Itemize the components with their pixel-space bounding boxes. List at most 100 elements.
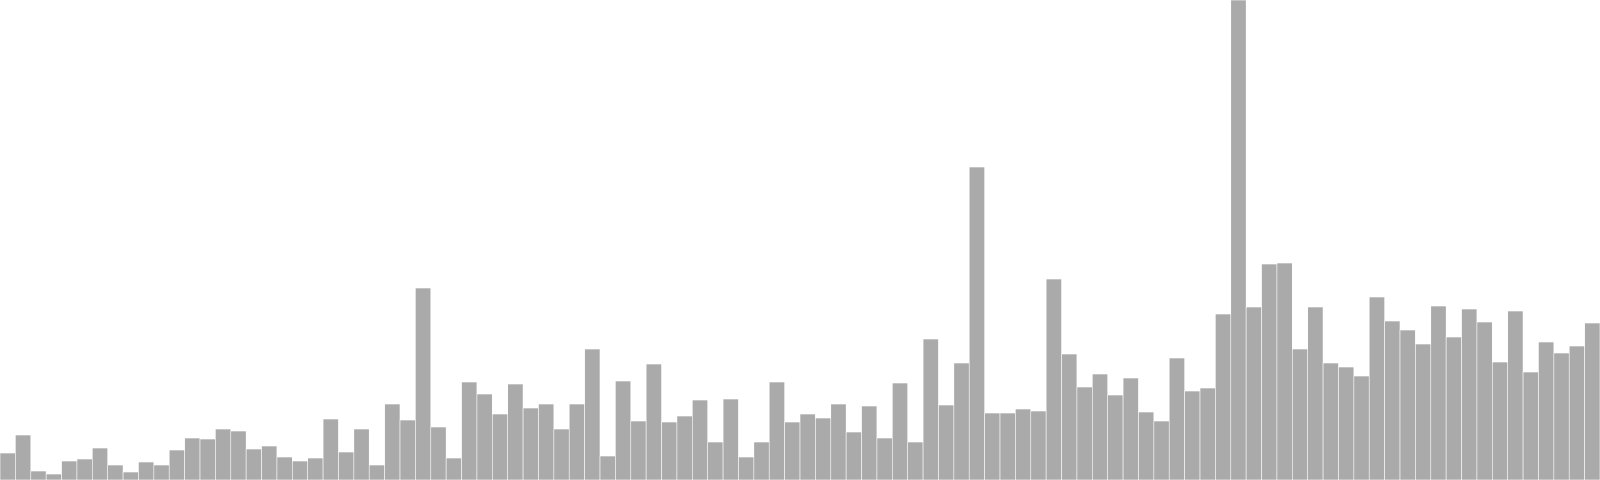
bar-86 — [1322, 362, 1339, 480]
bar-34 — [522, 407, 539, 480]
bar-44 — [676, 415, 693, 480]
bar-80 — [1230, 0, 1247, 480]
bar-94 — [1445, 336, 1462, 480]
bar-85 — [1307, 306, 1324, 480]
bar-54 — [830, 403, 847, 480]
bar-98 — [1507, 310, 1524, 480]
bar-63 — [968, 166, 985, 480]
bar-3 — [45, 473, 62, 480]
bar-61 — [938, 404, 955, 480]
bar-40 — [615, 380, 632, 480]
bar-76 — [1168, 357, 1185, 480]
bar-59 — [907, 441, 924, 480]
bar-37 — [568, 403, 585, 480]
bar-22 — [338, 451, 355, 480]
bar-42 — [645, 363, 662, 480]
bar-70 — [1076, 386, 1093, 480]
bar-21 — [322, 418, 339, 480]
bar-47 — [722, 398, 739, 480]
bar-30 — [461, 381, 478, 480]
bar-8 — [122, 471, 139, 480]
bar-17 — [261, 445, 278, 480]
bar-67 — [1030, 410, 1047, 480]
bar-32 — [492, 413, 508, 480]
bar-11 — [168, 449, 185, 480]
bar-15 — [230, 430, 247, 480]
bar-13 — [199, 438, 216, 480]
bar-77 — [1184, 390, 1201, 480]
bar-79 — [1215, 313, 1232, 480]
bar-60 — [922, 338, 939, 480]
bar-82 — [1261, 263, 1278, 480]
bar-100 — [1538, 341, 1555, 480]
bar-12 — [184, 437, 201, 480]
bar-93 — [1430, 305, 1447, 480]
bar-64 — [984, 412, 1001, 480]
bar-38 — [584, 348, 601, 480]
bar-95 — [1461, 308, 1478, 480]
bar-29 — [445, 457, 462, 480]
bar-57 — [876, 437, 893, 480]
bar-39 — [599, 455, 616, 480]
bar-81 — [1245, 306, 1262, 480]
bar-97 — [1492, 361, 1508, 480]
bar-71 — [1092, 373, 1108, 480]
bar-72 — [1107, 394, 1124, 480]
bar-51 — [784, 421, 801, 480]
bar-78 — [1199, 387, 1216, 480]
bar-58 — [892, 382, 908, 480]
bar-19 — [292, 460, 308, 480]
bar-53 — [815, 417, 832, 480]
bar-48 — [738, 456, 755, 480]
bar-0 — [0, 452, 16, 480]
bar-102 — [1568, 345, 1585, 480]
bar-96 — [1476, 321, 1493, 480]
bar-31 — [476, 393, 493, 480]
bar-101 — [1553, 352, 1570, 480]
bar-87 — [1338, 366, 1355, 480]
bar-28 — [430, 426, 447, 480]
bar-74 — [1138, 411, 1155, 480]
bar-69 — [1061, 353, 1078, 480]
bar-103 — [1584, 322, 1600, 480]
bar-92 — [1415, 343, 1432, 480]
bar-46 — [707, 441, 724, 480]
bar-18 — [276, 456, 293, 480]
bar-10 — [153, 464, 170, 480]
bar-50 — [768, 381, 785, 480]
bar-75 — [1153, 420, 1170, 480]
bar-84 — [1292, 348, 1308, 480]
bar-88 — [1353, 375, 1370, 480]
bar-5 — [76, 458, 93, 480]
bar-52 — [799, 413, 816, 480]
bar-66 — [1015, 408, 1032, 480]
bar-62 — [953, 362, 970, 480]
bar-73 — [1122, 377, 1139, 480]
bar-4 — [61, 460, 78, 480]
bar-36 — [553, 428, 570, 480]
bar-25 — [384, 403, 401, 480]
bar-9 — [138, 461, 155, 480]
bar-23 — [353, 428, 370, 480]
bar-43 — [661, 421, 678, 480]
bar-55 — [845, 431, 862, 480]
bar-89 — [1368, 296, 1385, 480]
bar-35 — [538, 403, 555, 480]
bar-45 — [692, 399, 708, 480]
bar-65 — [999, 412, 1016, 480]
bar-83 — [1276, 262, 1293, 480]
bar-41 — [630, 420, 647, 480]
bar-1 — [15, 434, 32, 480]
bar-68 — [1045, 278, 1062, 480]
bar-33 — [507, 383, 524, 480]
bar-56 — [861, 405, 878, 480]
bar-24 — [368, 464, 385, 480]
bar-7 — [107, 464, 124, 480]
bar-6 — [92, 447, 108, 480]
bar-99 — [1522, 371, 1539, 480]
bar-14 — [215, 428, 232, 480]
bar-16 — [245, 448, 262, 480]
